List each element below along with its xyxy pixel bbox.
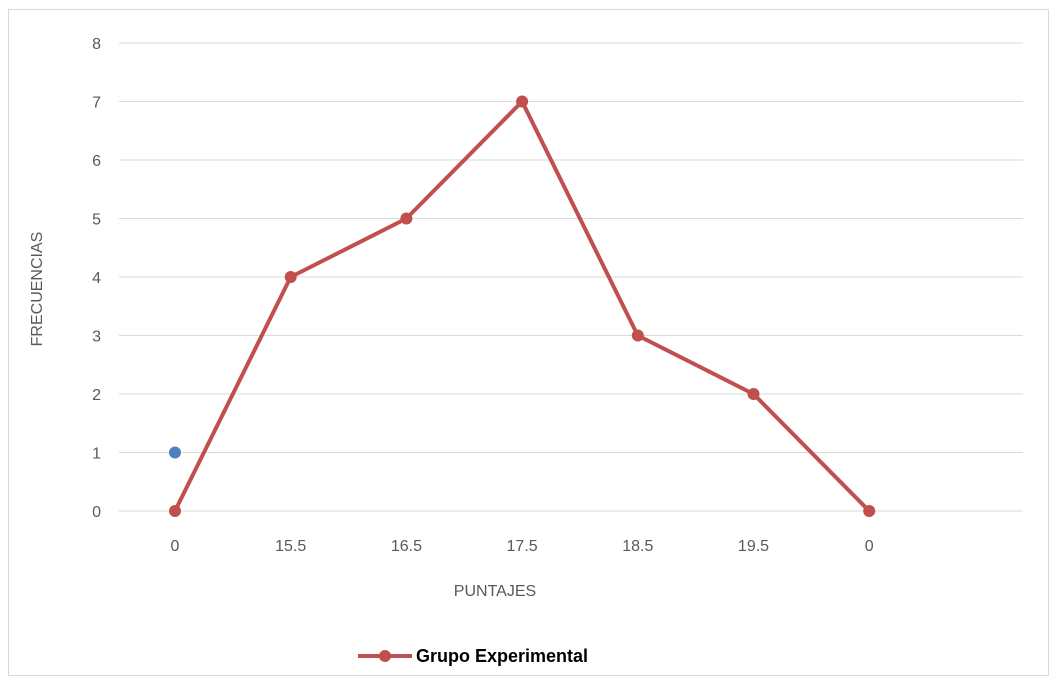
y-tick-label: 8: [92, 36, 101, 53]
y-tick-label: 2: [92, 387, 101, 404]
x-tick-label: 17.5: [507, 538, 538, 555]
series-line: [173, 99, 872, 513]
y-tick-label: 6: [92, 153, 101, 170]
x-tick-label: 16.5: [391, 538, 422, 555]
data-point: [400, 212, 413, 225]
y-axis-title: FRECUENCIAS: [29, 232, 46, 347]
x-tick-label: 0: [865, 538, 874, 555]
legend: Grupo Experimental: [358, 646, 588, 666]
data-point: [169, 446, 181, 459]
data-point: [284, 271, 297, 283]
x-axis-title: PUNTAJES: [454, 583, 536, 600]
y-tick-label: 1: [92, 446, 101, 463]
series-layer: [169, 95, 876, 517]
y-tick-label: 0: [92, 504, 101, 521]
x-tick-label: 19.5: [738, 538, 769, 555]
x-tick-label: 15.5: [275, 538, 306, 555]
x-axis-tick-labels: 0 15.5 16.5 17.5 18.5 19.5 0: [171, 538, 874, 555]
x-tick-label: 0: [171, 538, 180, 555]
line-chart: 0 1 2 3 4 5 6 7 8 0 15.5 16.5 17.5 18.5 19.5 0 FRECUEN…: [29, 36, 1023, 666]
x-tick-label: 18.5: [622, 538, 653, 555]
y-axis-tick-labels: 0 1 2 3 4 5 6 7 8: [92, 36, 101, 521]
chart-frame: 0 1 2 3 4 5 6 7 8 0 15.5 16.5 17.5 18.5 19.5 0 FRECUEN…: [8, 9, 1049, 676]
y-tick-label: 7: [92, 95, 101, 112]
y-tick-label: 4: [92, 270, 101, 287]
data-point: [169, 505, 181, 517]
gridlines: [119, 42, 1023, 512]
data-point: [631, 329, 644, 342]
y-tick-label: 5: [92, 212, 101, 229]
legend-series-label: Grupo Experimental: [416, 646, 588, 666]
legend-series-marker: [379, 650, 391, 662]
data-point: [747, 388, 760, 400]
data-point: [863, 505, 876, 517]
data-point: [516, 95, 529, 108]
y-tick-label: 3: [92, 329, 101, 346]
